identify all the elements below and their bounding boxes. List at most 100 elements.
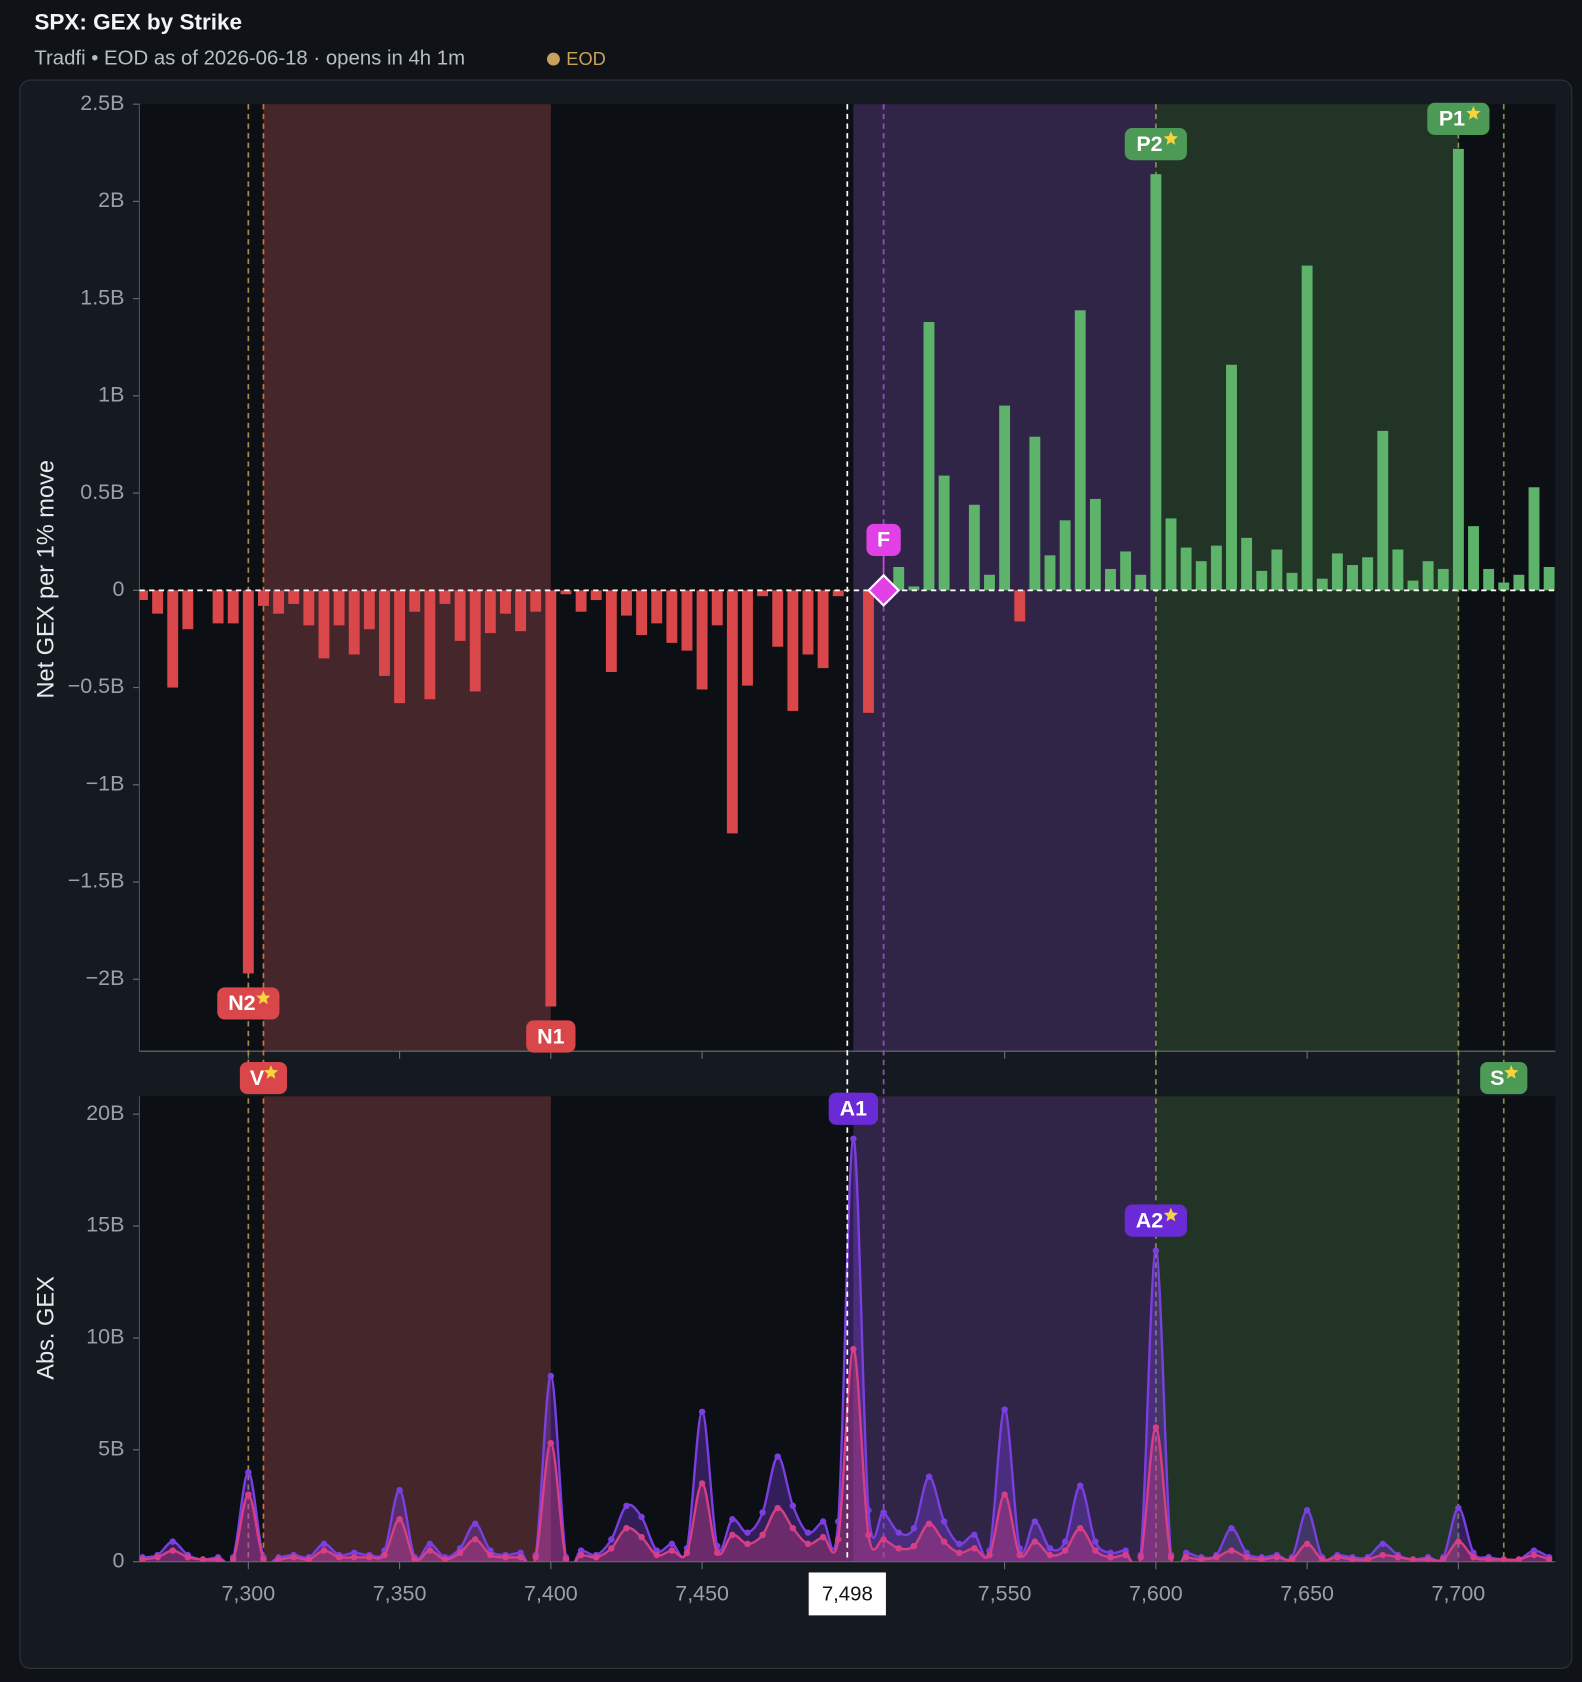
bar [832,590,844,597]
bar [726,590,738,834]
level-badge [526,1020,576,1053]
point [1001,1406,1008,1413]
point [653,1547,660,1554]
zone [263,104,551,1052]
point [729,1516,736,1523]
point [683,1549,691,1557]
point [456,1549,464,1557]
point [835,1536,842,1543]
bar [1437,568,1449,591]
point [1061,1547,1069,1554]
point [350,1549,358,1557]
bar [938,475,950,591]
y-axis-title: Abs. GEX [32,1276,58,1380]
y-tick-label: 0 [112,1548,124,1572]
y-tick-label: 10B [86,1325,124,1349]
point [169,1547,176,1554]
point [350,1554,358,1561]
point [275,1556,282,1562]
point [517,1549,524,1557]
bar [1029,436,1041,591]
point [1470,1554,1477,1561]
point [229,1556,237,1562]
bar [454,590,466,641]
point [320,1547,328,1554]
bar [1316,578,1328,591]
bar [1422,561,1434,591]
y-tick-label: 1.5B [80,285,124,309]
spot-label: 7,498 [822,1583,873,1605]
point [1061,1538,1069,1545]
point [608,1536,615,1543]
point [1122,1547,1129,1554]
x-tick-label: 7,650 [1280,1582,1334,1606]
point [608,1545,615,1552]
point [1545,1556,1553,1562]
point [729,1531,736,1539]
point [986,1551,993,1559]
point [1016,1551,1023,1559]
point [925,1520,933,1527]
level-badge [828,1092,879,1125]
star-icon [263,1065,279,1079]
point [895,1529,902,1536]
point [1107,1554,1114,1561]
bar [1044,555,1056,591]
level-label: N2 [228,991,255,1015]
bar [484,590,496,634]
bar [469,590,481,692]
bar [1513,574,1525,591]
bar [1377,430,1389,591]
star-icon [1504,1065,1519,1079]
point [154,1554,161,1561]
zone [263,1096,551,1562]
flip-marker [867,573,901,607]
bar [787,590,799,711]
point [532,1554,539,1561]
point [880,1509,887,1516]
bar [439,590,451,604]
bar [621,590,632,616]
bar [817,590,829,669]
level-badge [866,523,901,557]
bars [139,148,1555,1007]
point [1243,1549,1250,1557]
bar [1089,498,1101,591]
bar [424,590,436,700]
bar [757,590,769,597]
point [971,1545,978,1552]
bar [802,590,814,655]
level-badge [1480,1061,1528,1095]
bar [575,590,587,612]
bar [1543,566,1555,591]
point [668,1547,676,1554]
x-tick-label: 7,400 [524,1582,578,1606]
point [1243,1554,1250,1561]
bar [258,590,269,606]
point [1409,1556,1417,1562]
bar [651,590,663,624]
bar [182,590,194,630]
point [1182,1549,1190,1557]
bar [1105,568,1116,591]
y-tick-label: 15B [86,1213,124,1237]
bar [1180,547,1192,591]
point [245,1491,252,1498]
point [1137,1554,1144,1561]
bar [1195,561,1207,591]
point [562,1556,570,1562]
x-tick-label: 7,450 [675,1582,729,1606]
point [940,1518,948,1525]
chart-subtitle: Tradfi • EOD as of 2026-06-18 · opens in… [34,47,465,69]
point [1077,1482,1084,1489]
bar [666,590,678,643]
point [335,1554,343,1561]
bar [605,590,617,673]
point [714,1549,721,1557]
bar [1150,174,1162,591]
point [1228,1524,1235,1532]
point [1485,1556,1492,1562]
point [1303,1507,1311,1514]
bar [1362,557,1374,591]
